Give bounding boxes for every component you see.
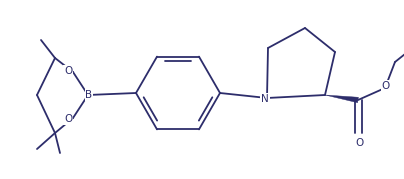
Text: O: O xyxy=(64,114,72,124)
Text: O: O xyxy=(382,81,390,91)
Polygon shape xyxy=(325,95,358,103)
Text: O: O xyxy=(355,138,363,148)
Text: B: B xyxy=(85,90,93,100)
Text: N: N xyxy=(261,94,269,104)
Text: O: O xyxy=(64,66,72,76)
